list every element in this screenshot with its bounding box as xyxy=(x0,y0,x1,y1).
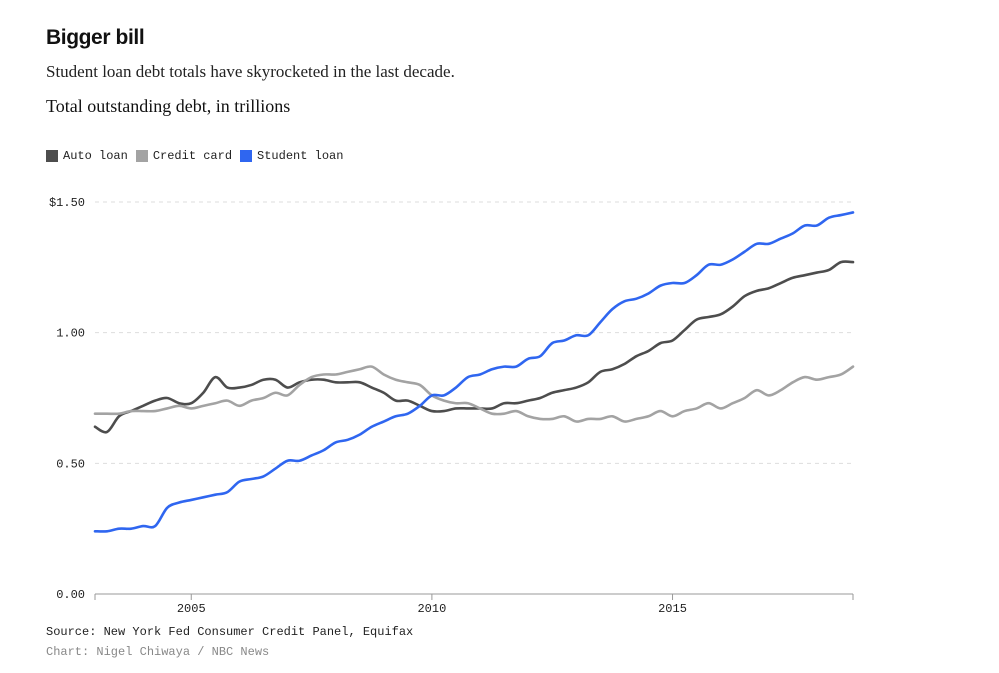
y-tick-label: 0.50 xyxy=(56,457,85,471)
legend-item-credit-card: Credit card xyxy=(135,149,233,163)
x-tick-label: 2005 xyxy=(177,602,206,616)
chart-heading: Total outstanding debt, in trillions xyxy=(46,96,291,116)
series-line-student-loan xyxy=(93,211,855,533)
legend-item-student-loan: Student loan xyxy=(240,149,343,163)
source-note: Source: New York Fed Consumer Credit Pan… xyxy=(46,625,414,639)
legend-swatch-auto-loan xyxy=(46,150,58,162)
y-tick-label: 1.00 xyxy=(56,327,85,341)
x-tick-label: 2010 xyxy=(417,602,446,616)
series-line-credit-card xyxy=(93,365,855,423)
y-tick-label: $1.50 xyxy=(49,196,85,210)
legend-swatch-student-loan xyxy=(240,150,253,162)
legend-item-auto-loan: Auto loan xyxy=(46,149,128,163)
legend-label-auto-loan: Auto loan xyxy=(63,149,128,163)
series-line-auto-loan xyxy=(93,260,855,434)
legend-swatch-credit-card xyxy=(135,150,148,162)
legend-label-credit-card: Credit card xyxy=(152,149,233,163)
chart-title: Bigger bill xyxy=(46,26,145,49)
y-tick-label: 0.00 xyxy=(56,588,85,602)
legend-label-student-loan: Student loan xyxy=(257,149,344,163)
chart-credit: Chart: Nigel Chiwaya / NBC News xyxy=(46,645,270,659)
legend: Auto loan Credit card Student loan xyxy=(46,149,351,163)
x-tick-label: 2015 xyxy=(658,602,687,616)
chart-subtitle: Student loan debt totals have skyrockete… xyxy=(46,62,455,81)
